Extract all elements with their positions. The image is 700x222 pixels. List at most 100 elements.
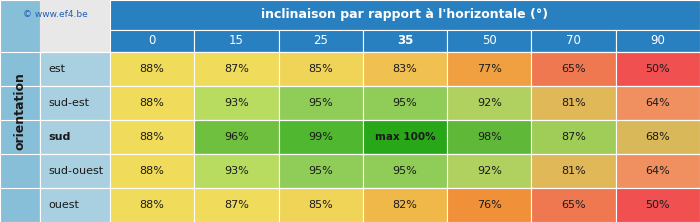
Text: 93%: 93% bbox=[224, 166, 248, 176]
Bar bbox=[616, 188, 700, 222]
Text: 95%: 95% bbox=[393, 98, 417, 108]
Text: 50%: 50% bbox=[645, 64, 670, 74]
Bar bbox=[195, 86, 279, 120]
Text: sud-ouest: sud-ouest bbox=[48, 166, 103, 176]
Text: 87%: 87% bbox=[561, 132, 586, 142]
Bar bbox=[0, 0, 40, 222]
Text: 99%: 99% bbox=[308, 132, 333, 142]
Text: 96%: 96% bbox=[224, 132, 248, 142]
Bar bbox=[40, 0, 110, 52]
Text: 92%: 92% bbox=[477, 166, 502, 176]
Text: 35: 35 bbox=[397, 34, 413, 48]
Bar bbox=[531, 52, 616, 86]
Text: 50%: 50% bbox=[645, 200, 670, 210]
Bar bbox=[279, 52, 363, 86]
Text: 50: 50 bbox=[482, 34, 497, 48]
Text: 85%: 85% bbox=[308, 64, 333, 74]
Bar bbox=[110, 0, 700, 30]
Text: 85%: 85% bbox=[308, 200, 333, 210]
Text: 88%: 88% bbox=[140, 166, 164, 176]
Bar bbox=[363, 154, 447, 188]
Text: 88%: 88% bbox=[140, 200, 164, 210]
Bar bbox=[110, 188, 195, 222]
Text: 64%: 64% bbox=[645, 166, 670, 176]
Bar bbox=[195, 188, 279, 222]
Text: orientation: orientation bbox=[13, 72, 27, 150]
Text: 92%: 92% bbox=[477, 98, 502, 108]
Bar bbox=[110, 30, 195, 52]
Bar bbox=[40, 188, 110, 222]
Text: 95%: 95% bbox=[308, 166, 333, 176]
Bar bbox=[279, 120, 363, 154]
Text: 83%: 83% bbox=[393, 64, 417, 74]
Text: 82%: 82% bbox=[393, 200, 417, 210]
Text: 77%: 77% bbox=[477, 64, 502, 74]
Text: 68%: 68% bbox=[645, 132, 670, 142]
Bar bbox=[616, 154, 700, 188]
Bar bbox=[363, 52, 447, 86]
Bar bbox=[363, 86, 447, 120]
Text: ouest: ouest bbox=[48, 200, 79, 210]
Bar bbox=[447, 52, 531, 86]
Bar bbox=[110, 86, 195, 120]
Bar bbox=[531, 30, 616, 52]
Bar bbox=[363, 30, 447, 52]
Bar bbox=[447, 86, 531, 120]
Bar bbox=[531, 86, 616, 120]
Bar bbox=[447, 154, 531, 188]
Bar bbox=[40, 86, 110, 120]
Bar bbox=[279, 86, 363, 120]
Bar bbox=[40, 52, 110, 222]
Text: 15: 15 bbox=[229, 34, 244, 48]
Text: 93%: 93% bbox=[224, 98, 248, 108]
Bar bbox=[279, 30, 363, 52]
Bar bbox=[110, 52, 195, 86]
Text: est: est bbox=[48, 64, 65, 74]
Text: 90: 90 bbox=[650, 34, 665, 48]
Bar bbox=[363, 188, 447, 222]
Bar bbox=[616, 120, 700, 154]
Bar bbox=[616, 30, 700, 52]
Text: 88%: 88% bbox=[140, 64, 164, 74]
Bar bbox=[40, 52, 110, 86]
Bar bbox=[531, 154, 616, 188]
Bar bbox=[110, 154, 195, 188]
Text: © www.ef4.be: © www.ef4.be bbox=[22, 10, 88, 20]
Text: sud-est: sud-est bbox=[48, 98, 89, 108]
Bar bbox=[195, 52, 279, 86]
Bar bbox=[447, 120, 531, 154]
Bar bbox=[616, 52, 700, 86]
Bar bbox=[40, 154, 110, 188]
Text: inclinaison par rapport à l'horizontale (°): inclinaison par rapport à l'horizontale … bbox=[261, 8, 549, 22]
Bar bbox=[195, 120, 279, 154]
Text: 76%: 76% bbox=[477, 200, 502, 210]
Bar bbox=[279, 154, 363, 188]
Bar bbox=[447, 30, 531, 52]
Text: 65%: 65% bbox=[561, 200, 586, 210]
Bar bbox=[110, 120, 195, 154]
Bar bbox=[363, 120, 447, 154]
Text: 95%: 95% bbox=[308, 98, 333, 108]
Bar bbox=[279, 188, 363, 222]
Text: 25: 25 bbox=[314, 34, 328, 48]
Text: 64%: 64% bbox=[645, 98, 670, 108]
Bar bbox=[447, 188, 531, 222]
Bar bbox=[195, 154, 279, 188]
Text: 81%: 81% bbox=[561, 98, 586, 108]
Text: 95%: 95% bbox=[393, 166, 417, 176]
Bar bbox=[40, 120, 110, 154]
Text: 81%: 81% bbox=[561, 166, 586, 176]
Text: 87%: 87% bbox=[224, 200, 249, 210]
Bar bbox=[531, 120, 616, 154]
Text: 65%: 65% bbox=[561, 64, 586, 74]
Text: 88%: 88% bbox=[140, 98, 164, 108]
Bar bbox=[616, 86, 700, 120]
Text: max 100%: max 100% bbox=[374, 132, 435, 142]
Bar bbox=[195, 30, 279, 52]
Text: 70: 70 bbox=[566, 34, 581, 48]
Text: sud: sud bbox=[48, 132, 71, 142]
Text: 87%: 87% bbox=[224, 64, 249, 74]
Bar bbox=[531, 188, 616, 222]
Text: 88%: 88% bbox=[140, 132, 164, 142]
Text: 98%: 98% bbox=[477, 132, 502, 142]
